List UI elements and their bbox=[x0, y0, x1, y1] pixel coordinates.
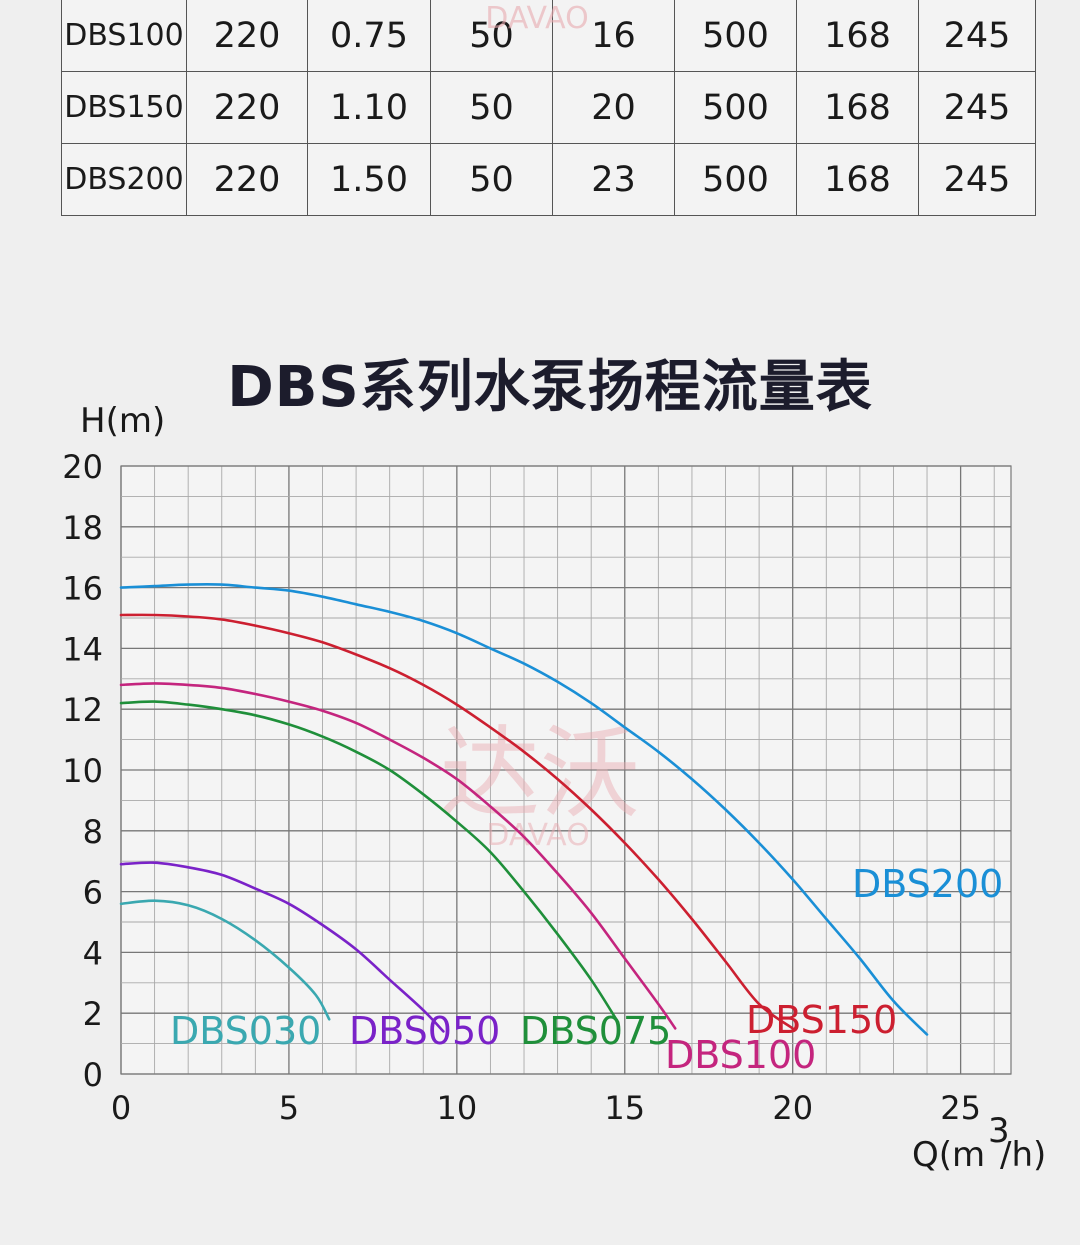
model-cell: DBS150 bbox=[61, 71, 187, 144]
table-cell: 220 bbox=[186, 143, 308, 216]
curve-dbs030 bbox=[119, 899, 331, 1021]
curve-dbs050 bbox=[119, 861, 445, 1033]
model-cell: DBS200 bbox=[61, 143, 187, 216]
x-tick-label: 15 bbox=[604, 1089, 645, 1127]
table-cell: 16 bbox=[552, 0, 675, 72]
table-cell: 500 bbox=[674, 143, 797, 216]
y-tick-label: 12 bbox=[62, 691, 103, 729]
x-tick-label: 10 bbox=[436, 1089, 477, 1127]
table-cell: 1.50 bbox=[307, 143, 431, 216]
table-cell: 220 bbox=[186, 71, 308, 144]
tick-labels: 0 2 4 6 8 10 12 14 16 18 20 0 5 10 15 20 25 bbox=[62, 448, 981, 1127]
table-row: DBS200 220 1.50 50 23 500 168 245 bbox=[61, 143, 1036, 216]
series-curves bbox=[119, 583, 929, 1036]
x-tick-label: 5 bbox=[279, 1089, 299, 1127]
x-axis-label-tail: /h) bbox=[1000, 1135, 1046, 1175]
series-label-dbs075: DBS075 bbox=[520, 1009, 671, 1053]
y-tick-label: 14 bbox=[62, 630, 103, 668]
x-axis-label-sup: 3 bbox=[988, 1111, 1010, 1151]
y-tick-label: 18 bbox=[62, 509, 103, 547]
table-cell: 20 bbox=[552, 71, 675, 144]
curve-dbs075 bbox=[119, 700, 620, 1024]
x-axis-label: Q(m 3 /h) bbox=[912, 1111, 1046, 1175]
table-cell: 168 bbox=[796, 71, 919, 144]
y-tick-label: 4 bbox=[83, 934, 103, 972]
y-tick-label: 6 bbox=[83, 874, 103, 912]
watermark-center-en: DAVAO bbox=[486, 818, 589, 853]
grid bbox=[120, 465, 1012, 1075]
y-tick-label: 8 bbox=[83, 813, 103, 851]
x-tick-label: 25 bbox=[940, 1089, 981, 1127]
table-cell: 50 bbox=[430, 143, 553, 216]
table-cell: 23 bbox=[552, 143, 675, 216]
table-cell: 168 bbox=[796, 143, 919, 216]
table-cell: 500 bbox=[674, 71, 797, 144]
watermark-center-cn: 达沃 bbox=[440, 715, 640, 832]
table-cell: 50 bbox=[430, 71, 553, 144]
x-tick-label: 20 bbox=[772, 1089, 813, 1127]
table-cell: 500 bbox=[674, 0, 797, 72]
y-tick-label: 16 bbox=[62, 570, 103, 608]
table-row: DBS100 220 0.75 50 16 500 168 245 bbox=[61, 0, 1036, 72]
curve-dbs150 bbox=[119, 613, 794, 1030]
table-cell: 245 bbox=[918, 71, 1036, 144]
table-cell: 220 bbox=[186, 0, 308, 72]
x-tick-label: 0 bbox=[111, 1089, 131, 1127]
table-cell: 168 bbox=[796, 0, 919, 72]
y-tick-label: 20 bbox=[62, 448, 103, 486]
watermark: DAVAO 达沃 DAVAO bbox=[440, 1, 640, 853]
series-label-dbs030: DBS030 bbox=[170, 1009, 321, 1053]
curve-dbs100 bbox=[119, 682, 677, 1030]
series-label-dbs050: DBS050 bbox=[349, 1009, 500, 1053]
x-axis-label-main: Q(m bbox=[912, 1135, 985, 1175]
watermark-top-text: DAVAO bbox=[485, 1, 588, 36]
y-tick-label: 2 bbox=[83, 995, 103, 1033]
series-label-dbs150: DBS150 bbox=[746, 998, 897, 1042]
series-label-dbs100: DBS100 bbox=[665, 1033, 816, 1077]
series-label-dbs200: DBS200 bbox=[852, 862, 1003, 906]
table-cell: 245 bbox=[918, 0, 1036, 72]
table-cell: 245 bbox=[918, 143, 1036, 216]
y-axis-label: H(m) bbox=[80, 401, 165, 441]
curve-dbs200 bbox=[119, 583, 929, 1036]
chart-title: DBS系列水泵扬程流量表 bbox=[227, 355, 873, 420]
spec-table: DBS100 220 0.75 50 16 500 168 245 DBS150 220 1.10 5… bbox=[61, 0, 1036, 216]
y-tick-label: 0 bbox=[83, 1056, 103, 1094]
model-cell: DBS100 bbox=[61, 0, 187, 72]
y-tick-label: 10 bbox=[62, 752, 103, 790]
